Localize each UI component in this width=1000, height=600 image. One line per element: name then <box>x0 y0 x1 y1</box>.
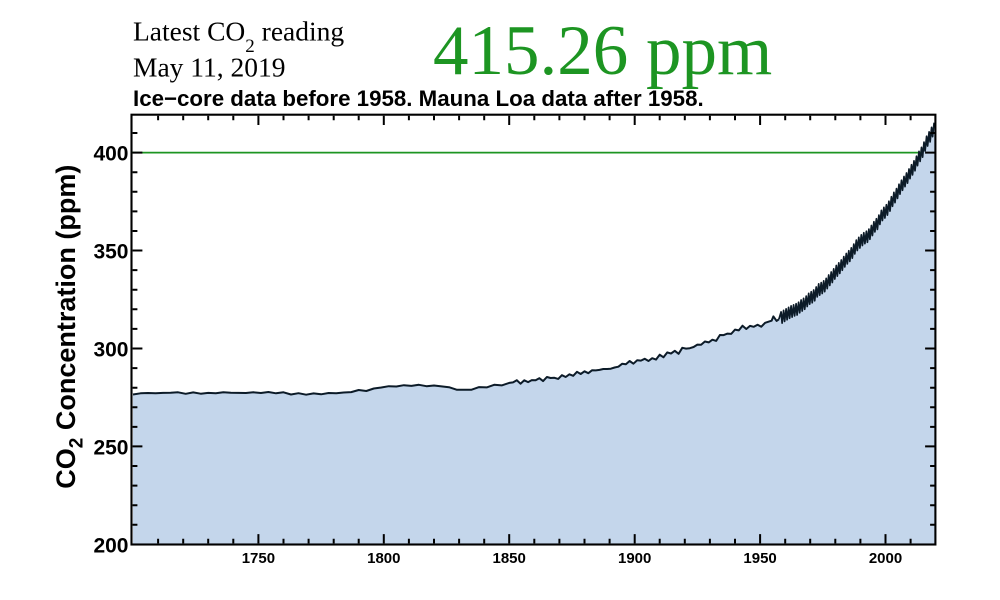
svg-text:2000: 2000 <box>869 550 902 567</box>
svg-text:1950: 1950 <box>743 550 776 567</box>
svg-text:250: 250 <box>93 436 128 459</box>
svg-text:400: 400 <box>93 143 128 166</box>
svg-text:1800: 1800 <box>367 550 400 567</box>
svg-text:200: 200 <box>93 534 128 557</box>
svg-text:300: 300 <box>93 339 128 362</box>
svg-text:415.26 ppm: 415.26 ppm <box>433 12 772 90</box>
svg-text:350: 350 <box>93 241 128 264</box>
svg-text:1850: 1850 <box>493 550 526 567</box>
svg-text:1900: 1900 <box>618 550 651 567</box>
svg-text:1750: 1750 <box>242 550 275 567</box>
svg-text:Ice−core data before 1958. Mau: Ice−core data before 1958. Mauna Loa dat… <box>133 86 704 111</box>
svg-text:May 11, 2019: May 11, 2019 <box>133 52 286 83</box>
